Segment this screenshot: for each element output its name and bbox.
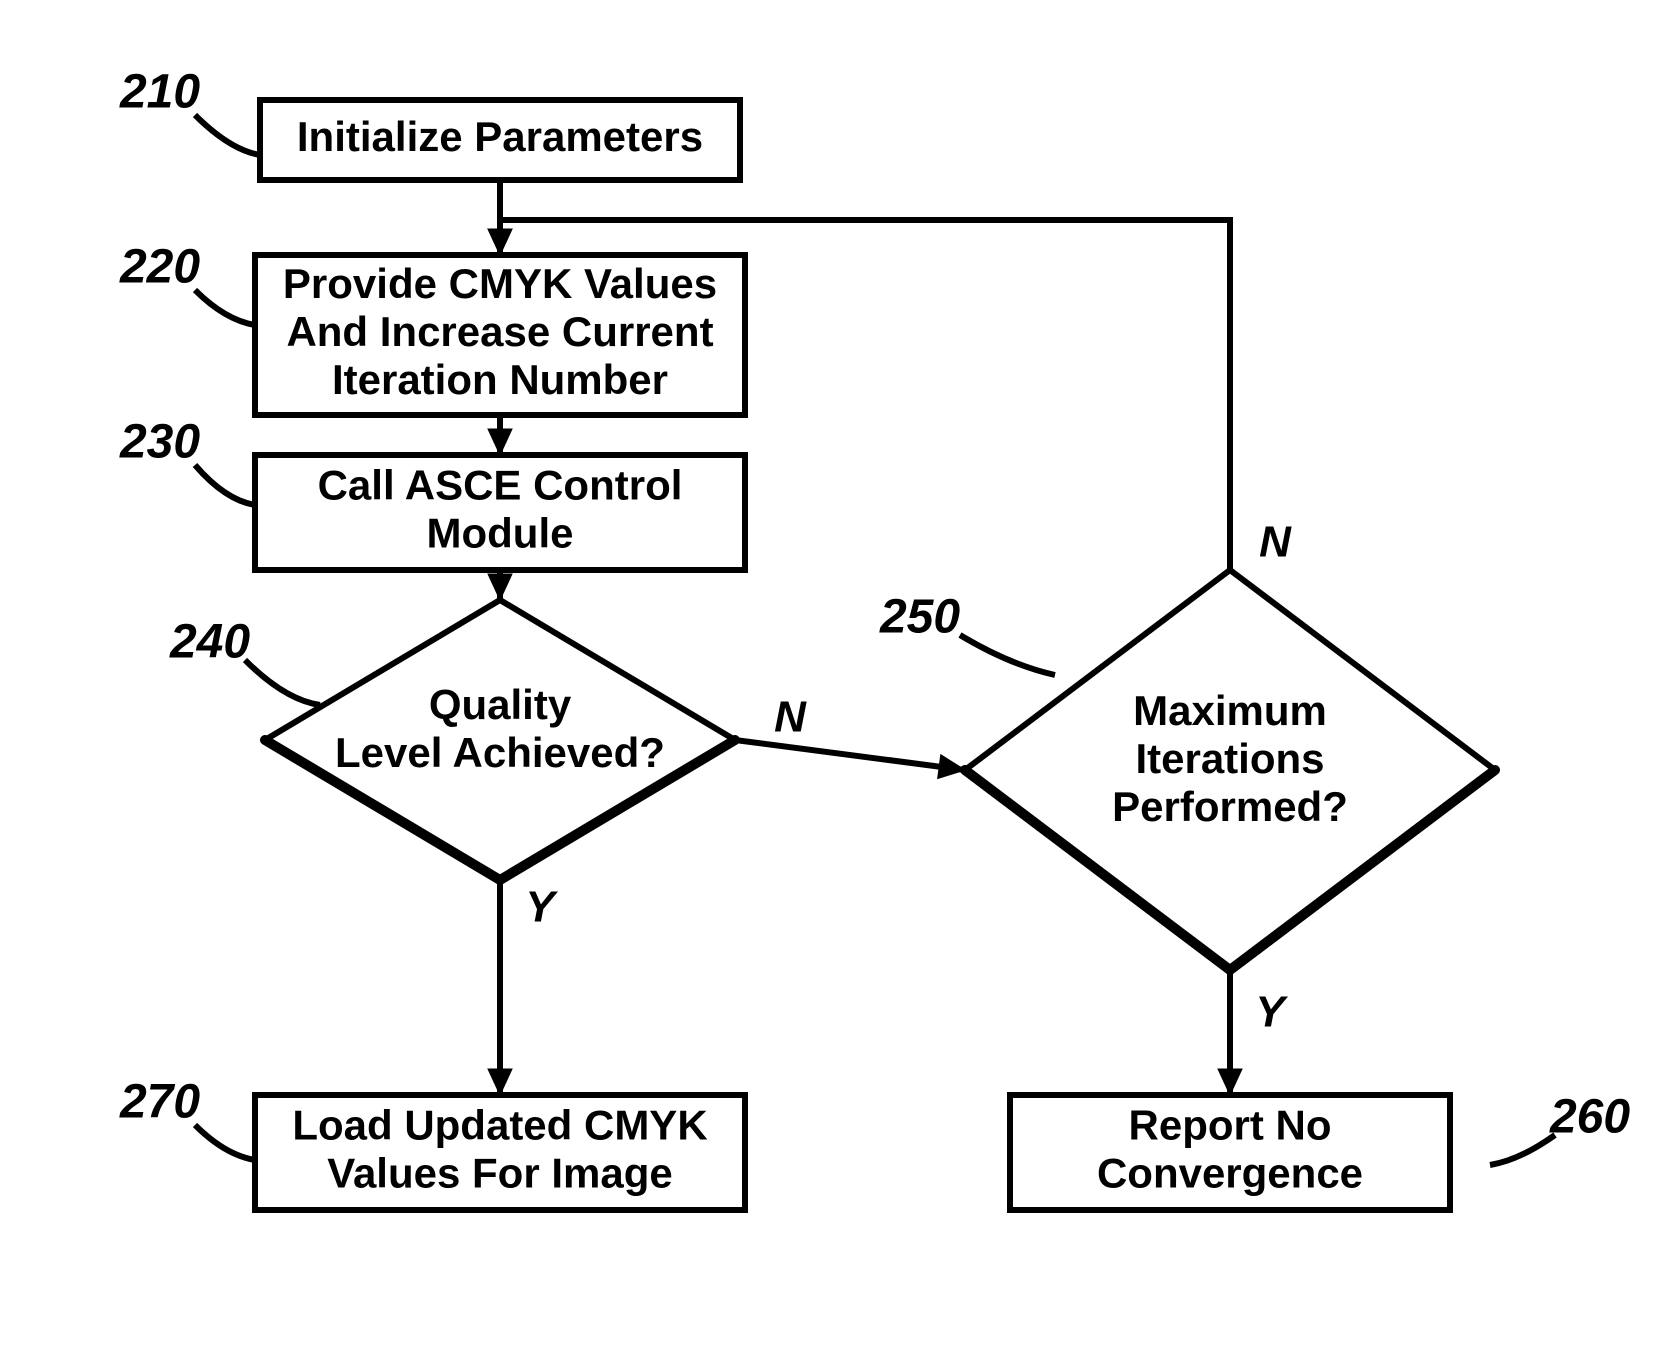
node-n270: 270 Load Updated CMYKValues For Image (119, 1076, 745, 1210)
ref-n240: 240 (169, 616, 250, 669)
text-n230-0: Call ASCE Control (318, 462, 683, 509)
ref-n260: 260 (1549, 1091, 1630, 1144)
text-n250-1: Iterations (1135, 735, 1324, 782)
leader-n260 (1490, 1135, 1555, 1165)
flowchart-diagram: N Y Y N 210 Initialize Parameters 220 Provide C… (0, 0, 1678, 1355)
e-240-250 (735, 740, 965, 770)
ref-n210: 210 (119, 66, 200, 119)
e-250-loop-label: N (1259, 518, 1292, 567)
leader-n270 (195, 1125, 255, 1160)
leader-n230 (195, 465, 255, 505)
ref-n270: 270 (119, 1076, 200, 1129)
text-n220-1: And Increase Current (286, 308, 713, 355)
text-n220-0: Provide CMYK Values (283, 260, 717, 307)
text-n240-0: Quality (429, 681, 572, 728)
node-n220: 220 Provide CMYK ValuesAnd Increase Curre… (119, 241, 745, 415)
node-n210: 210 Initialize Parameters (119, 66, 740, 180)
text-n260-0: Report No (1129, 1102, 1332, 1149)
leader-n240 (245, 660, 320, 705)
text-n250-2: Performed? (1112, 783, 1348, 830)
text-n270-1: Values For Image (327, 1150, 672, 1197)
text-n260-1: Convergence (1097, 1150, 1363, 1197)
text-n230-1: Module (427, 510, 574, 557)
ref-n230: 230 (119, 416, 200, 469)
text-n210-0: Initialize Parameters (297, 113, 703, 160)
ref-n220: 220 (119, 241, 200, 294)
node-n240: 240 QualityLevel Achieved? (169, 600, 735, 880)
leader-n220 (195, 290, 255, 325)
text-n240-1: Level Achieved? (335, 729, 665, 776)
node-n260: 260 Report NoConvergence (1010, 1091, 1630, 1210)
e-240-270-label: Y (525, 883, 558, 932)
node-n230: 230 Call ASCE ControlModule (119, 416, 745, 570)
leader-n250 (960, 635, 1055, 675)
e-250-260-label: Y (1255, 988, 1288, 1037)
text-n270-0: Load Updated CMYK (292, 1102, 707, 1149)
text-n220-2: Iteration Number (332, 356, 668, 403)
node-n250: 250 MaximumIterationsPerformed? (879, 570, 1495, 970)
leader-n210 (195, 115, 260, 155)
ref-n250: 250 (879, 591, 960, 644)
text-n250-0: Maximum (1133, 687, 1327, 734)
e-240-250-label: N (774, 693, 807, 742)
